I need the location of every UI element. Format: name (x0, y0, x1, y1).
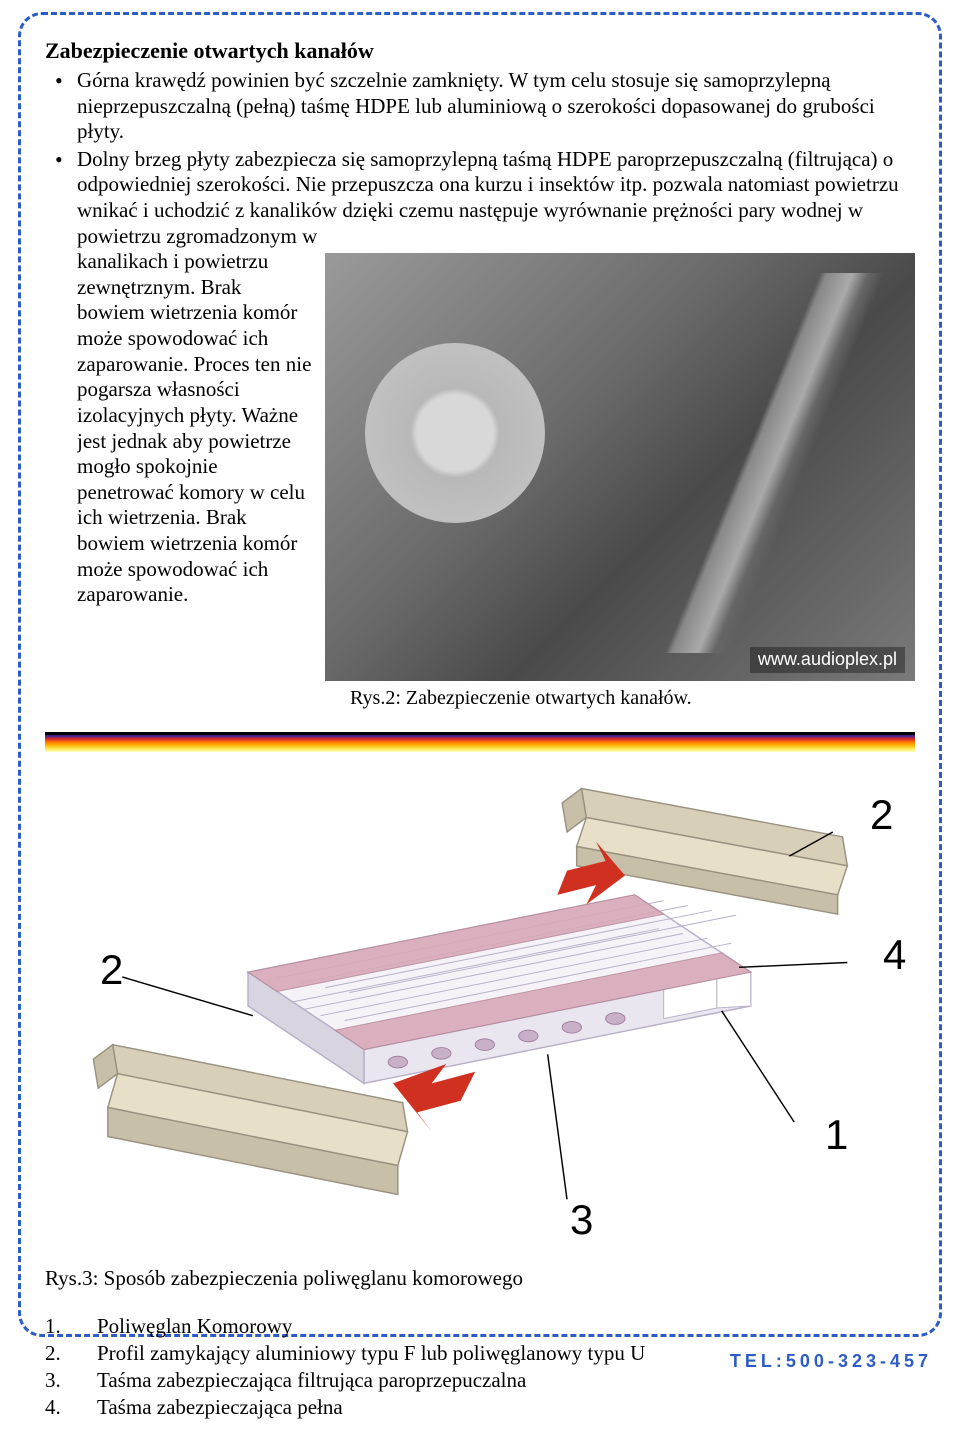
bullet-item-2: Dolny brzeg płyty zabezpiecza się samopr… (77, 147, 915, 681)
diagram-label-4: 4 (883, 931, 906, 979)
diagram-label-2-top: 2 (870, 791, 893, 839)
assembly-diagram: 2 2 4 1 3 (45, 756, 915, 1256)
legend-num-4: 4. (45, 1394, 97, 1421)
profile-top-right (562, 789, 847, 915)
footer-phone: TEL:500-323-457 (730, 1351, 932, 1372)
legend-num-2: 2. (45, 1340, 97, 1367)
bullet-list: Górna krawędź powinien być szczelnie zam… (45, 68, 915, 681)
figure2-caption: Rys.2: Zabezpieczenie otwartych kanałów. (350, 687, 915, 710)
legend-item-1: 1. Poliwęglan Komorowy (45, 1313, 915, 1340)
diagram-label-3: 3 (570, 1196, 593, 1244)
legend-text-4: Taśma zabezpieczająca pełna (97, 1394, 343, 1421)
photo-watermark: www.audioplex.pl (750, 647, 905, 673)
legend-item-4: 4. Taśma zabezpieczająca pełna (45, 1394, 915, 1421)
diagram-label-1: 1 (825, 1111, 848, 1159)
legend-num-1: 1. (45, 1313, 97, 1340)
legend-num-3: 3. (45, 1367, 97, 1394)
bullet2-preimage: Dolny brzeg płyty zabezpiecza się samopr… (77, 147, 899, 248)
photo-edge-detail (638, 273, 911, 653)
bullet-item-1: Górna krawędź powinien być szczelnie zam… (77, 68, 915, 145)
rainbow-divider (45, 732, 915, 752)
legend-text-1: Poliwęglan Komorowy (97, 1313, 292, 1340)
legend-text-2: Profil zamykający aluminiowy typu F lub … (97, 1340, 645, 1367)
section-title: Zabezpieczenie otwartych kanałów (45, 38, 915, 64)
bullet2-wrapped: kanalikach i powietrzu zewnętrznym. Brak… (77, 249, 311, 606)
photo-channel-protection: www.audioplex.pl (325, 253, 915, 681)
figure3-caption: Rys.3: Sposób zabezpieczenia poliwęglanu… (45, 1266, 915, 1291)
diagram-label-2-left: 2 (100, 946, 123, 994)
legend-text-3: Taśma zabezpieczająca filtrująca paroprz… (97, 1367, 526, 1394)
page-content: Zabezpieczenie otwartych kanałów Górna k… (25, 20, 935, 1431)
text-image-wrap: www.audioplex.pl kanalikach i powietrzu … (77, 249, 915, 681)
bullet-text-1: Górna krawędź powinien być szczelnie zam… (77, 68, 875, 143)
photo-tape-roll (365, 343, 545, 523)
diagram-svg (45, 756, 915, 1256)
